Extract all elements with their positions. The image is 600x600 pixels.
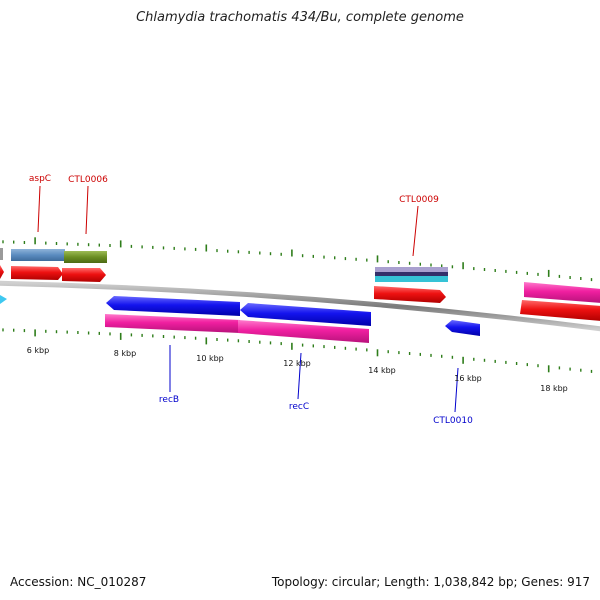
inner-tick-track [2, 328, 593, 373]
gene-labels: aspC CTL0006 CTL0009 recB recC CTL0010 [29, 174, 473, 426]
gene-arrow-CTL0010[interactable] [445, 320, 480, 336]
gene-arrow-partial-left[interactable] [0, 265, 4, 279]
partial-gray-bar [0, 248, 3, 260]
gene-arrow-CTL0009[interactable] [374, 286, 446, 303]
feature-bar-cyan[interactable] [375, 276, 448, 282]
reverse-features [105, 296, 480, 343]
feature-bar-lavender[interactable] [375, 267, 448, 273]
rrna-bar-right[interactable] [524, 282, 600, 303]
cds-bar-CTL0006[interactable] [64, 251, 107, 263]
scale-label: 12 kbp [283, 359, 311, 368]
gene-label-CTL0010[interactable]: CTL0010 [433, 416, 473, 426]
gene-label-recB[interactable]: recB [159, 395, 179, 405]
scale-label: 8 kbp [114, 349, 136, 358]
gene-label-recC[interactable]: recC [289, 402, 309, 412]
scale-label: 16 kbp [454, 374, 482, 383]
rrna-bar-recC[interactable] [238, 320, 369, 343]
genome-backbone [0, 280, 600, 332]
gene-label-CTL0009[interactable]: CTL0009 [399, 195, 439, 205]
gene-label-CTL0006[interactable]: CTL0006 [68, 175, 108, 185]
scale-labels: 6 kbp 8 kbp 10 kbp 12 kbp 14 kbp 16 kbp … [27, 346, 568, 393]
gene-arrow-right[interactable] [520, 300, 600, 321]
scale-label: 6 kbp [27, 346, 49, 355]
accession-text: Accession: NC_010287 [10, 575, 147, 589]
feature-bar-navy[interactable] [375, 272, 448, 277]
outer-tick-track [2, 237, 593, 282]
gene-label-aspC[interactable]: aspC [29, 174, 51, 184]
rrna-bar-recB[interactable] [105, 314, 240, 333]
map-title: Chlamydia trachomatis 434/Bu, complete g… [136, 10, 464, 25]
scale-label: 18 kbp [540, 384, 568, 393]
gene-arrow-recB[interactable] [106, 296, 240, 316]
forward-features [0, 248, 600, 321]
cds-bar-aspC[interactable] [11, 249, 65, 261]
gene-arrow-CTL0006[interactable] [62, 268, 106, 282]
partial-cyan-arrow [0, 295, 7, 304]
scale-label: 14 kbp [368, 366, 396, 375]
label-leaders [37, 185, 459, 413]
genome-stats-text: Topology: circular; Length: 1,038,842 bp… [271, 575, 590, 589]
gene-arrow-recC[interactable] [240, 303, 371, 326]
scale-label: 10 kbp [196, 354, 224, 363]
gene-arrow-aspC[interactable] [11, 266, 63, 280]
